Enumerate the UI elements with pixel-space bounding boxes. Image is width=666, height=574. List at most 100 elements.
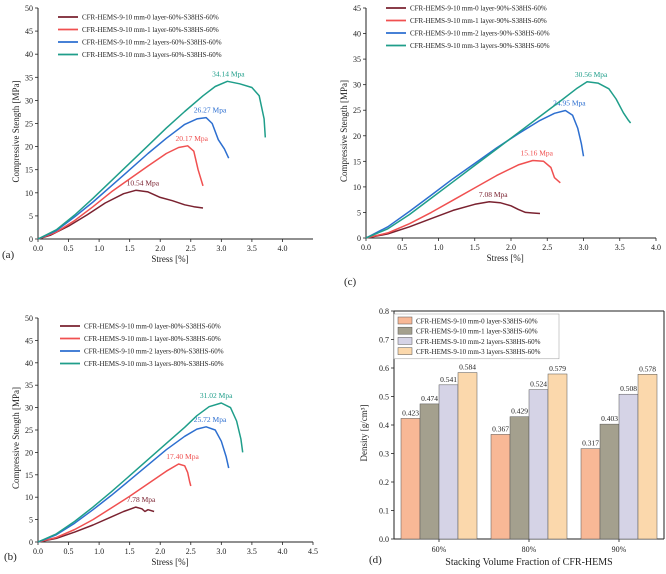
x-tick-label: 3.0 [216, 244, 226, 253]
x-tick-label: 2.5 [542, 243, 552, 252]
x-tick-label: 1.0 [94, 547, 104, 556]
x-tick-label: 90% [612, 545, 627, 554]
bar [528, 389, 549, 540]
panel-3: 0.0 0.1 0.2 0.3 0.4 0.5 0.6 0.7 0.8 60% 0.4230.474… [359, 307, 665, 568]
x-tick-label: 3.5 [615, 243, 625, 252]
y-tick-label: 0 [357, 234, 361, 243]
legend-swatch [397, 347, 413, 355]
x-tick-label: 80% [522, 545, 537, 554]
x-tick-label: 0.0 [33, 244, 43, 253]
y-tick-label: 0.0 [379, 535, 389, 544]
y-tick-label: 0.2 [379, 478, 389, 487]
x-tick-label: 0.5 [64, 244, 74, 253]
peak-label: 17.40 Mpa [166, 452, 199, 461]
panel-letter: (d) [369, 554, 382, 566]
y-tick-label: 35 [353, 55, 361, 64]
series-line-3 [365, 81, 632, 239]
y-tick-label: 20 [353, 132, 361, 141]
x-tick-label: 60% [432, 545, 447, 554]
bar-value-label: 0.579 [549, 364, 566, 373]
y-tick-label: 0.3 [379, 450, 389, 459]
peak-label: 31.02 Mpa [200, 391, 233, 400]
y-tick-label: 25 [25, 120, 33, 129]
legend-label: CFR-HEMS-9-10 mm-0 layer-S38HS-60% [416, 318, 538, 326]
y-tick-label: 15 [25, 471, 33, 480]
peak-label: 30.56 Mpa [575, 70, 608, 79]
legend-label: CFR-HEMS-9-10 mm-0 layer-80%-S38HS-60% [84, 323, 221, 331]
legend-label: CFR-HEMS-9-10 mm-2 layers-90%-S38HS-60% [410, 30, 550, 38]
x-tick-label: 2.5 [186, 244, 196, 253]
y-tick-label: 15 [353, 157, 361, 166]
y-tick-label: 0.4 [379, 421, 389, 430]
peak-label: 7.78 Mpa [127, 495, 156, 504]
y-tick-label: 45 [25, 336, 33, 345]
x-tick-label: 3.5 [247, 244, 257, 253]
bar [547, 373, 568, 540]
x-axis-title: Stress [%] [487, 253, 524, 263]
x-tick-label: 1.0 [434, 243, 444, 252]
peak-label: 25.72 Mpa [194, 415, 227, 424]
x-tick-label: 2.0 [506, 243, 516, 252]
x-tick-label: 3.0 [216, 547, 226, 556]
bar [509, 416, 530, 540]
y-tick-label: 50 [25, 4, 33, 13]
y-tick-label: 25 [353, 106, 361, 115]
x-tick-label: 3.0 [579, 243, 589, 252]
y-tick-label: 45 [353, 4, 361, 13]
y-tick-label: 10 [25, 189, 33, 198]
bar [618, 393, 639, 540]
bar [438, 384, 459, 540]
y-axis-title: Density [g/cm³] [359, 405, 369, 462]
legend-label: CFR-HEMS-9-10 mm-0 layer-60%-S38HS-60% [82, 14, 219, 22]
x-tick-label: 4.0 [651, 243, 661, 252]
legend-label: CFR-HEMS-9-10 mm-1 layer-90%-S38HS-60% [410, 17, 547, 25]
y-axis-title: Compressive Stength [MPa] [11, 81, 21, 183]
bar-value-label: 0.403 [601, 414, 618, 423]
series-line-1 [37, 145, 204, 240]
x-tick-label: 1.5 [125, 547, 135, 556]
bar-value-label: 0.429 [511, 407, 528, 416]
legend-label: CFR-HEMS-9-10 mm-0 layer-90%-S38HS-60% [410, 5, 547, 13]
x-tick-label: 0.5 [64, 547, 74, 556]
bar [490, 434, 511, 540]
legend-label: CFR-HEMS-9-10 mm-1 layer-S38HS-60% [416, 328, 538, 336]
series-line-2 [365, 109, 585, 239]
legend-label: CFR-HEMS-9-10 mm-2 layers-60%-S38HS-60% [82, 39, 222, 47]
x-axis-title: Stress [%] [151, 254, 188, 264]
legend-label: CFR-HEMS-9-10 mm-2 layers-S38HS-60% [416, 338, 541, 346]
y-tick-label: 0 [29, 235, 33, 244]
y-tick-label: 35 [25, 73, 33, 82]
x-tick-label: 4.5 [308, 547, 318, 556]
y-tick-label: 30 [25, 404, 33, 413]
x-tick-label: 2.0 [155, 244, 165, 253]
legend-swatch [397, 337, 413, 345]
legend-label: CFR-HEMS-9-10 mm-3 layers-S38HS-60% [416, 348, 541, 356]
y-tick-label: 5 [29, 516, 33, 525]
peak-label: 20.17 Mpa [175, 134, 208, 143]
x-tick-label: 1.5 [125, 244, 135, 253]
series-line-0 [37, 506, 155, 543]
series-line-2 [37, 426, 230, 543]
y-tick-label: 50 [25, 314, 33, 323]
legend-label: CFR-HEMS-9-10 mm-3 layers-90%-S38HS-60% [410, 42, 550, 50]
bar-value-label: 0.584 [459, 363, 476, 372]
series-line-2 [37, 116, 230, 240]
y-tick-label: 30 [353, 81, 361, 90]
peak-label: 34.14 Mpa [212, 69, 245, 78]
y-tick-label: 0.1 [379, 507, 389, 516]
x-tick-label: 0.0 [33, 547, 43, 556]
series-line-3 [37, 402, 244, 543]
panel-1: 0 5 10 15 20 25 30 35 40 45 50 0.0 0.5 1.0 1.5 2.0 2.5 3.… [4, 314, 318, 567]
x-axis-title: Stress [%] [151, 557, 188, 567]
panel-2: 0 5 10 15 20 25 30 35 40 45 0.0 0.5 1.0 1.5 2.0 2.5 3.0 3… [339, 4, 661, 288]
legend-label: CFR-HEMS-9-10 mm-1 layer-80%-S38HS-60% [84, 335, 221, 343]
series-line-1 [37, 463, 192, 543]
peak-label: 24.95 Mpa [553, 98, 586, 107]
bar [419, 403, 440, 540]
y-tick-label: 10 [25, 493, 33, 502]
x-tick-label: 2.5 [186, 547, 196, 556]
panel-0: 0 5 10 15 20 25 30 35 40 45 50 0.0 0.5 1.0 1.5 2.0 2.5 3.… [2, 4, 313, 264]
bar [599, 423, 620, 540]
y-axis-title: Compressive Stength [MPa] [339, 80, 349, 182]
y-tick-label: 5 [357, 208, 361, 217]
